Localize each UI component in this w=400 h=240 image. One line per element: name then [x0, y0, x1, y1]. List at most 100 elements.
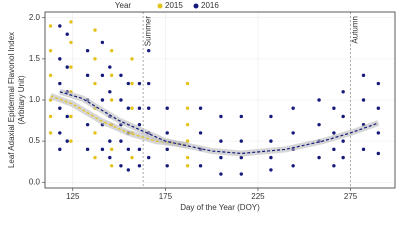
point: [219, 172, 223, 176]
point: [126, 147, 131, 152]
point: [137, 106, 142, 110]
point: [376, 131, 381, 135]
point: [239, 172, 243, 176]
y-tick-label: 2.0: [29, 13, 41, 22]
point: [361, 98, 366, 102]
point: [361, 147, 366, 152]
season-label: Autumn: [351, 16, 360, 44]
point: [48, 48, 53, 53]
y-tick-label: 0.5: [29, 136, 41, 145]
x-tick-label: 175: [159, 192, 173, 201]
point: [147, 48, 151, 53]
point: [108, 90, 112, 94]
point: [58, 106, 62, 110]
point: [100, 98, 105, 102]
point: [119, 164, 123, 168]
point: [361, 73, 366, 78]
point: [93, 155, 97, 160]
point: [69, 139, 73, 143]
point: [109, 98, 114, 102]
x-tick-label: 125: [66, 192, 80, 201]
point: [332, 147, 336, 152]
point: [100, 147, 105, 152]
point: [109, 48, 114, 53]
point: [317, 122, 321, 127]
point: [85, 147, 90, 152]
point: [119, 139, 123, 143]
point: [332, 131, 336, 135]
point: [317, 98, 321, 102]
season-label: Summer: [143, 16, 152, 47]
point: [130, 57, 134, 61]
point: [93, 131, 97, 135]
point: [130, 106, 134, 110]
point: [269, 139, 273, 143]
point: [219, 139, 223, 143]
point: [198, 106, 203, 110]
x-axis-label: Day of the Year (DOY): [180, 203, 260, 212]
point: [48, 24, 53, 28]
point: [341, 155, 345, 160]
trend-line: [59, 91, 379, 155]
point: [130, 81, 134, 86]
point: [165, 106, 169, 110]
point: [85, 48, 90, 53]
point: [109, 164, 114, 168]
point: [48, 131, 53, 135]
point: [100, 73, 105, 78]
point: [198, 131, 203, 135]
point: [58, 24, 62, 28]
point: [332, 106, 336, 110]
point: [126, 168, 131, 172]
point: [341, 139, 345, 143]
point: [48, 114, 53, 119]
point: [85, 122, 90, 127]
point: [100, 40, 105, 45]
point: [109, 147, 114, 152]
point: [219, 155, 223, 160]
point: [137, 147, 142, 152]
point: [69, 40, 73, 45]
point: [126, 81, 131, 86]
point: [269, 168, 273, 172]
point: [376, 151, 381, 156]
point: [108, 65, 112, 69]
point: [185, 139, 190, 143]
point: [341, 114, 345, 119]
legend-label: 2015: [165, 1, 183, 10]
point: [376, 81, 381, 86]
point: [239, 139, 243, 143]
legend-label: 2016: [201, 1, 219, 10]
point: [269, 114, 273, 119]
point: [185, 164, 190, 168]
point: [291, 164, 295, 168]
point: [147, 106, 151, 110]
x-tick-label: 275: [344, 192, 358, 201]
point: [219, 114, 223, 119]
point: [147, 81, 151, 86]
legend-title: Year: [115, 1, 132, 10]
point: [269, 155, 273, 160]
point: [58, 81, 62, 86]
point: [119, 73, 123, 78]
point: [48, 73, 53, 78]
legend-swatch: [157, 3, 163, 9]
point: [69, 65, 73, 69]
point: [185, 122, 190, 127]
point: [93, 81, 97, 86]
point: [165, 164, 169, 168]
y-tick-label: 1.0: [29, 95, 41, 104]
point: [332, 164, 336, 168]
point: [291, 131, 295, 135]
point: [93, 28, 97, 32]
point: [137, 81, 142, 86]
point: [65, 114, 69, 119]
point: [130, 155, 134, 160]
point: [185, 155, 190, 160]
point: [108, 139, 112, 143]
point: [126, 106, 131, 110]
point: [185, 81, 190, 86]
point: [65, 65, 69, 69]
point: [341, 90, 345, 94]
point: [137, 122, 142, 127]
